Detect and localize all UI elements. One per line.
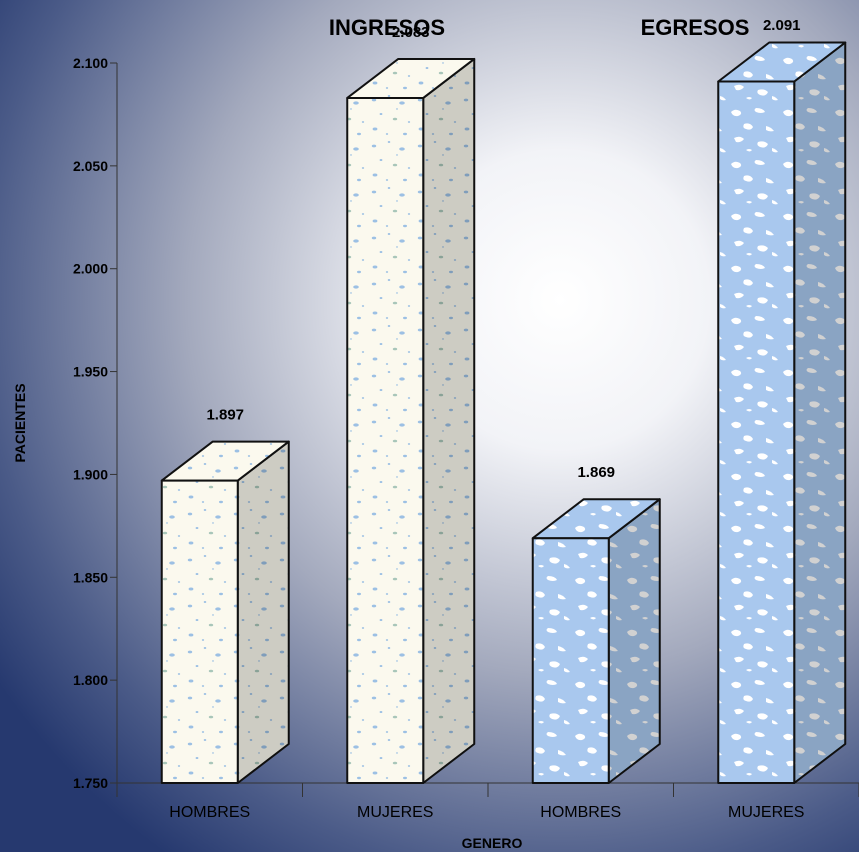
x-tick-label: HOMBRES	[169, 804, 250, 821]
x-tick-label: HOMBRES	[540, 804, 621, 821]
bar-value-label: 2.091	[763, 17, 801, 34]
bar	[346, 57, 476, 784]
bar	[160, 440, 290, 784]
bar-face-shade	[608, 499, 660, 783]
x-axis-title: GENERO	[462, 835, 523, 851]
bar-value-label: 1.869	[577, 464, 615, 481]
y-tick-label: 2.050	[73, 158, 108, 174]
x-tick-label: MUJERES	[357, 804, 433, 821]
bar-face	[717, 80, 796, 784]
y-tick-label: 1.800	[73, 672, 108, 688]
bar	[717, 41, 847, 784]
y-axis-title: PACIENTES	[12, 383, 28, 462]
group-label-ingresos: INGRESOS	[329, 15, 445, 40]
bar-face	[531, 537, 610, 784]
y-axis: 1.750 1.800 1.850 1.900 1.950 2.000 2.050 2.100	[73, 55, 118, 791]
group-label-egresos: EGRESOS	[641, 15, 750, 40]
bar-value-label: 2.083	[392, 24, 430, 41]
bars	[160, 41, 847, 784]
y-tick-label: 1.750	[73, 775, 108, 791]
bar-face-shade	[794, 42, 846, 784]
bar-face-shade	[423, 58, 475, 783]
bar	[531, 498, 661, 784]
value-labels: 1.897 2.083 1.869 2.091	[206, 17, 800, 481]
bar-face	[346, 96, 425, 784]
y-tick-label: 2.100	[73, 55, 108, 71]
bar-face	[160, 479, 239, 784]
x-tick-label: MUJERES	[728, 804, 804, 821]
bar-value-label: 1.897	[206, 407, 244, 424]
y-tick-label: 1.850	[73, 569, 108, 585]
y-tick-label: 2.000	[73, 261, 108, 277]
bar-face-shade	[237, 441, 289, 783]
y-tick-label: 1.950	[73, 364, 108, 380]
y-tick-label: 1.900	[73, 466, 108, 482]
